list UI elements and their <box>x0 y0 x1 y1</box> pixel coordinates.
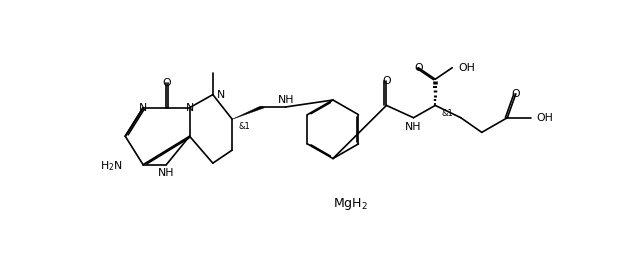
Text: O: O <box>512 89 520 99</box>
Text: O: O <box>414 63 423 73</box>
Text: &1: &1 <box>442 109 453 118</box>
Text: H$_2$N: H$_2$N <box>100 159 123 173</box>
Text: N: N <box>185 103 193 113</box>
Text: NH: NH <box>277 95 294 105</box>
Text: &1: &1 <box>238 122 250 132</box>
Text: O: O <box>382 76 391 86</box>
Text: O: O <box>162 78 171 88</box>
Text: MgH$_2$: MgH$_2$ <box>333 196 367 212</box>
Text: NH: NH <box>158 168 175 178</box>
Text: NH: NH <box>405 122 422 132</box>
Text: N: N <box>217 90 225 100</box>
Text: OH: OH <box>537 113 554 123</box>
Text: OH: OH <box>459 63 476 73</box>
Polygon shape <box>232 106 265 119</box>
Text: N: N <box>139 103 147 113</box>
